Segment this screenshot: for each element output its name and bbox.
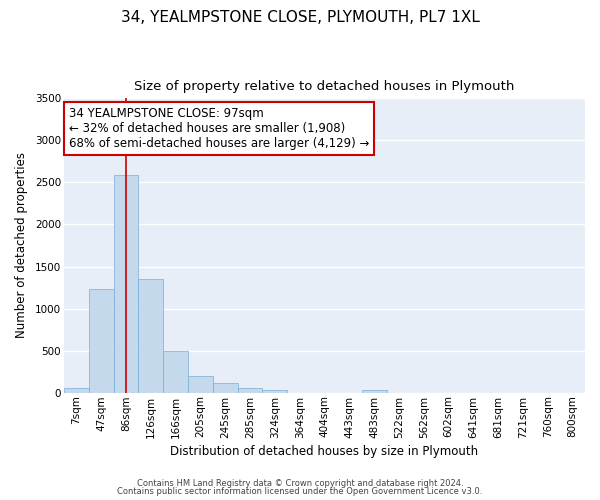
Bar bbox=[213, 384, 238, 392]
Bar bbox=[89, 289, 113, 393]
Bar bbox=[64, 388, 89, 392]
Bar bbox=[238, 388, 262, 392]
Bar bbox=[139, 279, 163, 392]
X-axis label: Distribution of detached houses by size in Plymouth: Distribution of detached houses by size … bbox=[170, 444, 479, 458]
Text: 34 YEALMPSTONE CLOSE: 97sqm
← 32% of detached houses are smaller (1,908)
68% of : 34 YEALMPSTONE CLOSE: 97sqm ← 32% of det… bbox=[69, 107, 370, 150]
Bar bbox=[163, 350, 188, 393]
Text: Contains HM Land Registry data © Crown copyright and database right 2024.: Contains HM Land Registry data © Crown c… bbox=[137, 478, 463, 488]
Text: Contains public sector information licensed under the Open Government Licence v3: Contains public sector information licen… bbox=[118, 487, 482, 496]
Text: 34, YEALMPSTONE CLOSE, PLYMOUTH, PL7 1XL: 34, YEALMPSTONE CLOSE, PLYMOUTH, PL7 1XL bbox=[121, 10, 479, 25]
Bar bbox=[188, 376, 213, 392]
Y-axis label: Number of detached properties: Number of detached properties bbox=[15, 152, 28, 338]
Bar bbox=[262, 390, 287, 392]
Title: Size of property relative to detached houses in Plymouth: Size of property relative to detached ho… bbox=[134, 80, 515, 93]
Bar bbox=[362, 390, 386, 392]
Bar bbox=[113, 175, 139, 392]
